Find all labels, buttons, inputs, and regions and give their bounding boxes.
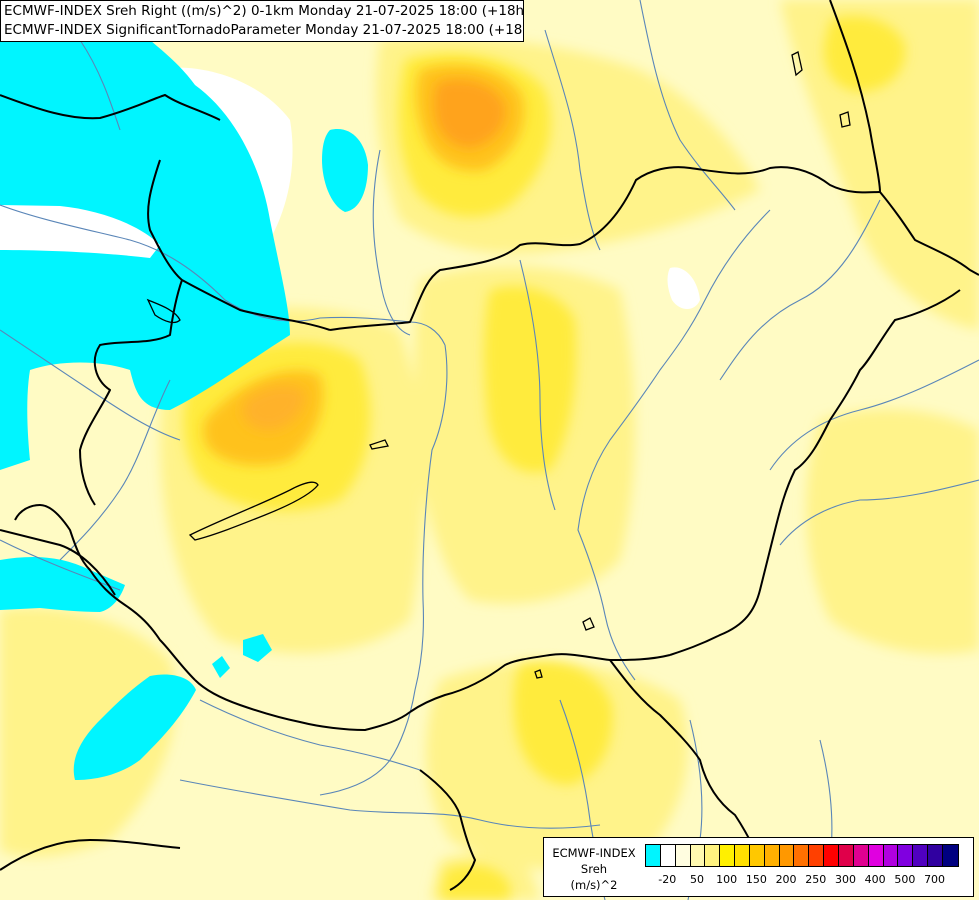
map-title-line-1: ECMWF-INDEX Sreh Right ((m/s)^2) 0-1km M…: [4, 3, 524, 19]
border-hungary-croatia: [194, 679, 411, 731]
lake-small-1: [369, 439, 389, 450]
border-hungary-romania: [669, 289, 961, 656]
legend-tick-label: 700: [924, 873, 946, 886]
field-far-south-bright: [440, 865, 510, 900]
field-cyan-small-1: [243, 634, 272, 662]
legend-swatch: [942, 845, 958, 866]
legend-title-line-3: (m/s)^2: [570, 878, 618, 892]
lake-neusiedl: [146, 298, 181, 324]
legend-swatch: [749, 845, 765, 866]
river-east-trib-2: [769, 359, 979, 471]
field-northeast-bright: [823, 16, 906, 92]
legend-swatch: [898, 845, 914, 866]
field-central-bright: [484, 286, 577, 473]
legend-swatch: [690, 845, 706, 866]
legend-tick-label: 500: [894, 873, 916, 886]
field-north-orange: [434, 79, 506, 148]
river-sava: [179, 779, 601, 829]
lake-balaton: [188, 481, 319, 541]
river-tisza: [577, 209, 771, 681]
legend-title: ECMWF-INDEX Sreh (m/s)^2: [544, 845, 644, 893]
color-legend: ECMWF-INDEX Sreh (m/s)^2 -20 50 100 150 200 2…: [543, 837, 974, 897]
border-slovenia-croatia: [0, 529, 116, 596]
lake-small-2: [839, 111, 851, 128]
river-east-trib: [719, 199, 881, 381]
border-croatia-south: [0, 839, 181, 871]
map-title-box: ECMWF-INDEX Sreh Right ((m/s)^2) 0-1km M…: [0, 0, 524, 42]
river-northwest-1: [79, 39, 121, 131]
legend-color-scale: [645, 844, 959, 867]
field-cyan-southwest: [0, 557, 125, 612]
legend-swatch: [779, 845, 795, 866]
river-west-1: [59, 379, 171, 561]
legend-swatch: [913, 845, 929, 866]
legend-tick-label: -20: [658, 873, 677, 886]
legend-swatch: [868, 845, 884, 866]
legend-tick-labels: -20 50 100 150 200 250 300 400 500 700: [645, 873, 965, 889]
field-southwest-yellow: [0, 607, 177, 857]
legend-tick-label: 200: [775, 873, 797, 886]
border-hungary-serbia: [409, 653, 671, 713]
lakes: [146, 51, 851, 679]
legend-tick-label: 400: [864, 873, 886, 886]
border-hungary-north: [329, 166, 881, 331]
legend-swatch: [853, 845, 869, 866]
field-cyan-small-2: [212, 656, 230, 678]
legend-tick-label: 300: [834, 873, 856, 886]
legend-swatch: [883, 845, 899, 866]
legend-swatch: [705, 845, 721, 866]
river-far-west: [0, 329, 181, 441]
field-white-patch: [667, 267, 700, 309]
lake-small-3: [791, 51, 803, 77]
legend-tick-label: 100: [716, 873, 738, 886]
legend-swatch: [646, 845, 661, 866]
legend-tick-label: 150: [745, 873, 767, 886]
field-east-yellow: [806, 409, 979, 654]
legend-swatch: [660, 845, 676, 866]
field-south-bright: [513, 661, 613, 785]
lake-small-5: [534, 669, 543, 679]
legend-swatch: [720, 845, 736, 866]
border-serbia-romania: [609, 659, 756, 851]
field-cyan-lake: [322, 129, 368, 212]
map-title-line-2: ECMWF-INDEX SignificantTornadoParameter …: [4, 22, 524, 38]
legend-title-line-2: Sreh: [580, 862, 608, 876]
legend-swatch: [824, 845, 839, 866]
river-west-2: [0, 539, 121, 591]
river-north-2: [544, 29, 601, 251]
field-cyan-southwest-band: [73, 674, 196, 780]
river-danube-bend: [319, 344, 448, 796]
field-west-orange: [242, 385, 306, 431]
border-hungary-austria-slovenia: [14, 504, 196, 681]
legend-tick-label: 50: [689, 873, 704, 886]
legend-swatch: [675, 845, 691, 866]
border-croatia-bosnia: [419, 769, 476, 891]
legend-swatch: [928, 845, 943, 866]
legend-swatch: [809, 845, 825, 866]
lake-small-4: [582, 617, 595, 631]
river-central-1: [519, 259, 556, 511]
legend-title-line-1: ECMWF-INDEX: [552, 846, 636, 860]
legend-swatch: [838, 845, 854, 866]
legend-swatch: [764, 845, 780, 866]
river-drava: [199, 699, 421, 771]
border-austria-west: [79, 279, 183, 506]
border-east-ukraine-romania: [829, 0, 881, 193]
river-north-3: [639, 0, 736, 211]
legend-tick-label: 250: [805, 873, 827, 886]
border-austria-czechia: [0, 94, 221, 121]
border-slovakia-ukraine: [879, 191, 979, 276]
legend-swatch: [794, 845, 810, 866]
orange-fields: [242, 79, 506, 431]
river-east-trib-3: [779, 479, 979, 546]
legend-swatch: [735, 845, 750, 866]
